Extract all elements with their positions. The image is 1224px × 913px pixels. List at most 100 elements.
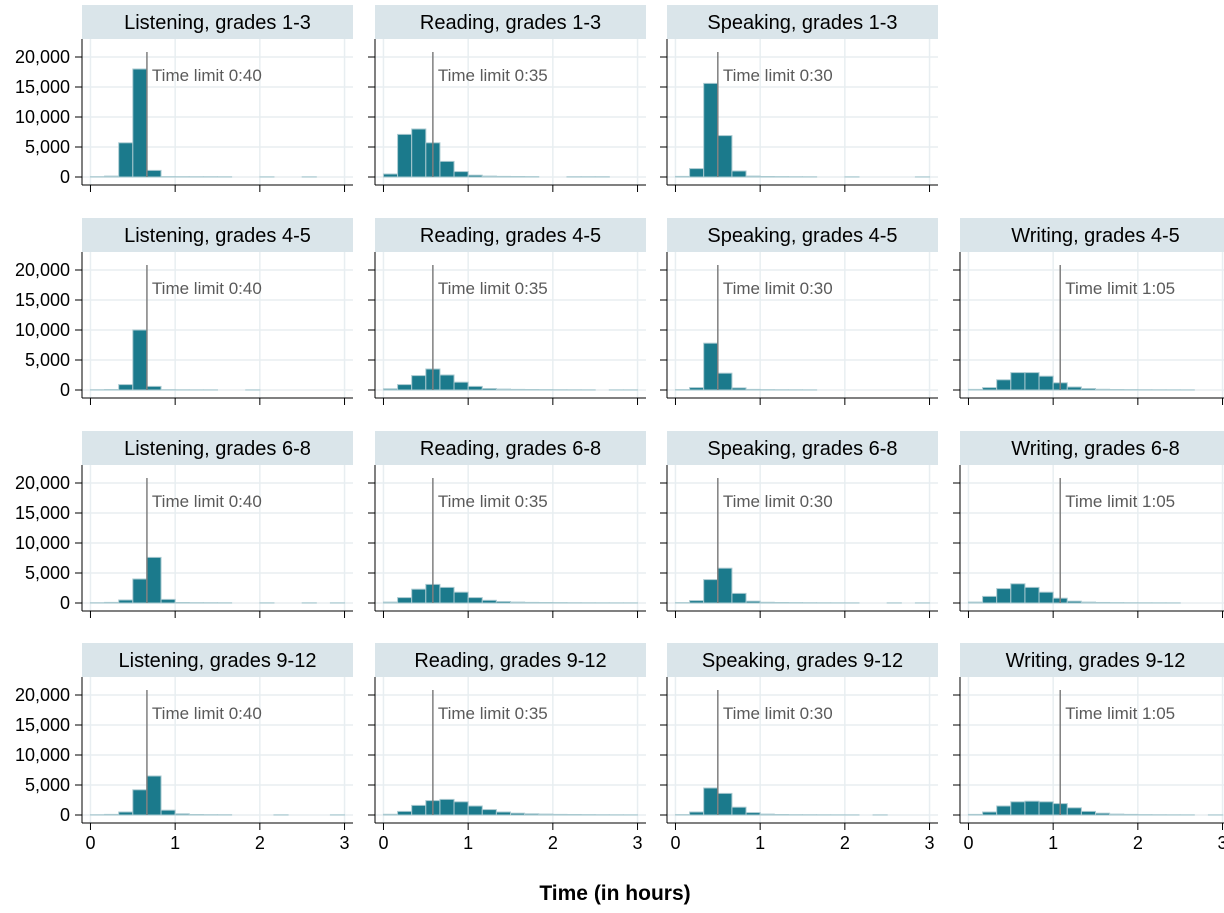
x-axis-title: Time (in hours) bbox=[539, 882, 690, 905]
histogram-bar bbox=[746, 601, 760, 603]
histogram-bar bbox=[1110, 814, 1124, 815]
histogram-bar bbox=[161, 599, 175, 603]
histogram-bar bbox=[482, 810, 496, 815]
histogram-bar bbox=[732, 593, 746, 603]
panel: Reading, grades 6-8Time limit 0:35 bbox=[368, 431, 646, 618]
histogram-bar bbox=[760, 602, 774, 603]
histogram-bar bbox=[133, 579, 147, 603]
time-limit-label: Time limit 0:35 bbox=[438, 66, 548, 85]
panel: Listening, grades 4-5Time limit 0:4005,0… bbox=[15, 218, 353, 405]
x-tick-label: 2 bbox=[548, 833, 558, 853]
histogram-bar bbox=[718, 373, 732, 390]
histogram-bar bbox=[383, 174, 397, 177]
histogram-bar bbox=[746, 176, 760, 177]
histogram-bar bbox=[968, 814, 982, 815]
histogram-bar bbox=[1011, 373, 1025, 390]
histogram-bar bbox=[1096, 389, 1110, 390]
histogram-bar bbox=[383, 602, 397, 603]
histogram-bar bbox=[1081, 602, 1095, 603]
histogram-bar bbox=[482, 389, 496, 391]
x-tick-label: 0 bbox=[670, 833, 680, 853]
histogram-bar bbox=[690, 388, 704, 390]
panel: Listening, grades 6-8Time limit 0:4005,0… bbox=[15, 431, 353, 618]
histogram-bar bbox=[454, 382, 468, 390]
panel: Speaking, grades 4-5Time limit 0:30 bbox=[660, 218, 938, 405]
histogram-bar bbox=[496, 176, 510, 177]
y-tick-label: 10,000 bbox=[15, 107, 70, 127]
panels: Listening, grades 1-3 Time limit 0:40 0 5,0… bbox=[15, 5, 1224, 853]
histogram-bar bbox=[119, 812, 133, 815]
y-tick-label: 0 bbox=[60, 593, 70, 613]
histogram-bar bbox=[1025, 587, 1039, 603]
histogram-bar bbox=[690, 812, 704, 815]
x-tick-label: 3 bbox=[1218, 833, 1224, 853]
x-tick-label: 2 bbox=[1133, 833, 1143, 853]
histogram-bar bbox=[511, 602, 525, 603]
histogram-bar bbox=[496, 812, 510, 815]
histogram-bar bbox=[1124, 814, 1138, 815]
x-tick-label: 2 bbox=[840, 833, 850, 853]
histogram-bar bbox=[1096, 813, 1110, 815]
y-tick-label: 5,000 bbox=[25, 563, 70, 583]
time-limit-label: Time limit 0:30 bbox=[723, 66, 833, 85]
time-limit-label: Time limit 0:35 bbox=[438, 492, 548, 511]
y-tick-label: 20,000 bbox=[15, 685, 70, 705]
histogram-bar bbox=[105, 602, 119, 603]
panel-title: Listening, grades 4-5 bbox=[124, 225, 311, 247]
histogram-bar bbox=[704, 83, 718, 177]
histogram-bar bbox=[1039, 802, 1053, 815]
histogram-bar bbox=[175, 814, 189, 815]
histogram-bar bbox=[440, 799, 454, 815]
y-tick-label: 20,000 bbox=[15, 47, 70, 67]
histogram-bar bbox=[997, 806, 1011, 815]
histogram-bar bbox=[119, 385, 133, 390]
histogram-bar bbox=[105, 814, 119, 815]
histogram-bar bbox=[553, 814, 567, 815]
y-tick-label: 10,000 bbox=[15, 533, 70, 553]
panel-title: Speaking, grades 1-3 bbox=[707, 12, 897, 34]
histogram-bar bbox=[119, 143, 133, 177]
x-tick-label: 0 bbox=[85, 833, 95, 853]
histogram-bar bbox=[398, 811, 412, 815]
panel: Listening, grades 1-3 Time limit 0:40 0 5,0… bbox=[15, 5, 353, 192]
panel: Reading, grades 4-5Time limit 0:35 bbox=[368, 218, 646, 405]
histogram-bar bbox=[412, 129, 426, 177]
histogram-bar bbox=[732, 807, 746, 815]
histogram-bar bbox=[398, 385, 412, 390]
histogram-bar bbox=[105, 176, 119, 177]
histogram-bar bbox=[1025, 801, 1039, 815]
time-limit-label: Time limit 1:05 bbox=[1065, 492, 1175, 511]
histogram-bar bbox=[1096, 602, 1110, 603]
histogram-bar bbox=[412, 805, 426, 815]
histogram-bar bbox=[454, 592, 468, 603]
panel-title: Speaking, grades 9-12 bbox=[702, 650, 903, 672]
y-tick-label: 10,000 bbox=[15, 320, 70, 340]
histogram-bar bbox=[440, 587, 454, 603]
x-tick-label: 0 bbox=[963, 833, 973, 853]
histogram-bar bbox=[147, 557, 161, 603]
histogram-bar bbox=[468, 598, 482, 603]
histogram-bar bbox=[440, 161, 454, 177]
panel: Speaking, grades 1-3 Time limit 0:30 bbox=[660, 5, 938, 192]
histogram-bar bbox=[746, 389, 760, 390]
y-tick-label: 15,000 bbox=[15, 715, 70, 735]
x-tick-label: 3 bbox=[925, 833, 935, 853]
histogram-bar bbox=[133, 69, 147, 177]
histogram-bar bbox=[1067, 387, 1081, 390]
panel-title: Listening, grades 9-12 bbox=[119, 650, 317, 672]
panel: Listening, grades 9-12Time limit 0:400 1 2… bbox=[15, 643, 353, 853]
time-limit-label: Time limit 0:35 bbox=[438, 704, 548, 723]
histogram-bar bbox=[412, 376, 426, 390]
histogram-bar bbox=[468, 806, 482, 815]
y-tick-label: 0 bbox=[60, 380, 70, 400]
histogram-bar bbox=[525, 814, 539, 815]
time-limit-label: Time limit 0:30 bbox=[723, 279, 833, 298]
histogram-bar bbox=[760, 814, 774, 815]
histogram-bar bbox=[454, 172, 468, 177]
y-tick-label: 5,000 bbox=[25, 137, 70, 157]
time-limit-label: Time limit 0:35 bbox=[438, 279, 548, 298]
x-tick-label: 3 bbox=[633, 833, 643, 853]
y-tick-label: 5,000 bbox=[25, 775, 70, 795]
histogram-bar bbox=[690, 169, 704, 177]
